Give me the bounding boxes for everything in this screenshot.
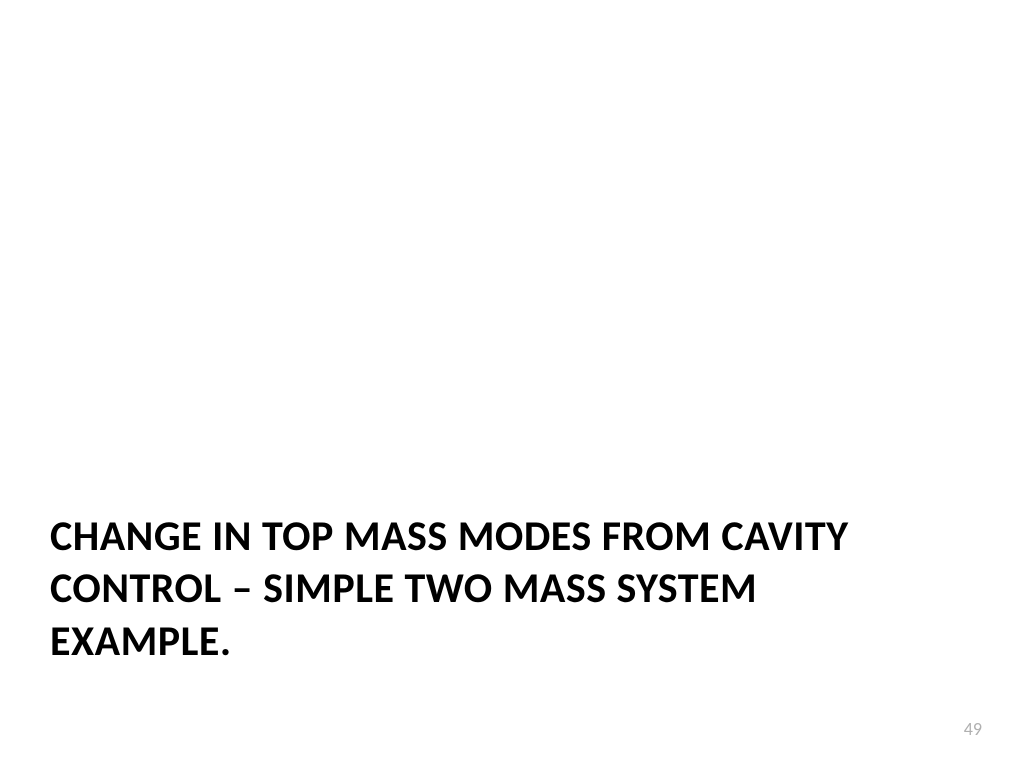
slide-container: CHANGE IN TOP MASS MODES FROM CAVITY CON… (0, 0, 1024, 768)
slide-title: CHANGE IN TOP MASS MODES FROM CAVITY CON… (50, 511, 944, 669)
page-number: 49 (964, 718, 982, 740)
